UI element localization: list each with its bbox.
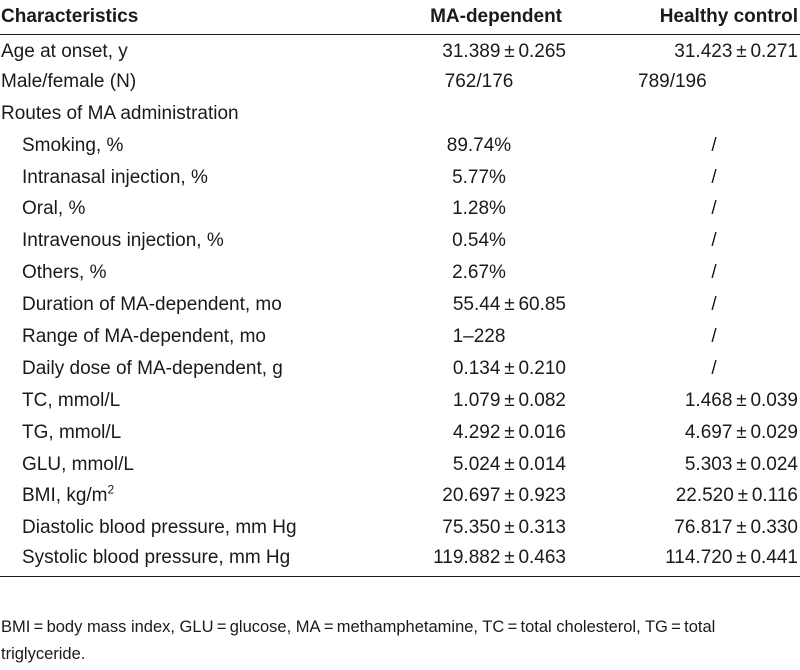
ma-dependent-value: 5.024 ± 0.014	[452, 453, 566, 475]
table-row: Smoking, % 89.74% /	[0, 130, 800, 162]
healthy-control-value: /	[711, 134, 717, 156]
healthy-control-value: /	[711, 325, 717, 347]
row-label: Oral, %	[0, 193, 370, 225]
row-label-text: GLU, mmol/L	[22, 453, 134, 475]
ma-dependent-value: 4.292 ± 0.016	[452, 421, 566, 443]
healthy-control-value: /	[711, 198, 717, 220]
row-label-text: TC, mmol/L	[22, 389, 121, 411]
row-label: TC, mmol/L	[0, 385, 370, 417]
healthy-control-value: 114.720 ± 0.441	[588, 544, 800, 577]
header-ma-dependent: MA-dependent	[370, 0, 588, 35]
row-label: Others, %	[0, 257, 370, 289]
healthy-control-value: /	[711, 166, 717, 188]
ma-dependent-value: 20.697 ± 0.923	[442, 485, 566, 507]
row-label-text: Range of MA-dependent, mo	[22, 325, 266, 347]
table-row: Routes of MA administration	[0, 98, 800, 130]
table-row: Male/female (N) 762/176 789/196	[0, 66, 800, 98]
table-row: Intravenous injection, % 0.54% /	[0, 225, 800, 257]
row-label: Range of MA-dependent, mo	[0, 321, 370, 353]
row-label-text: Daily dose of MA-dependent, g	[22, 357, 283, 379]
row-label: Intranasal injection, %	[0, 162, 370, 194]
healthy-control-value	[588, 98, 800, 130]
row-label-text: Intranasal injection, %	[22, 166, 208, 188]
healthy-control-value: 1.468 ± 0.039	[684, 389, 798, 411]
ma-dependent-value: 75.350 ± 0.313	[442, 517, 566, 539]
row-label-superscript: 2	[107, 483, 115, 498]
row-label: Smoking, %	[0, 130, 370, 162]
header-characteristics: Characteristics	[0, 0, 370, 35]
healthy-control-value: 31.423 ± 0.271	[674, 41, 798, 63]
row-label-text: Others, %	[22, 262, 107, 284]
table-row: GLU, mmol/L 5.024 ± 0.014 5.303 ± 0.024	[0, 449, 800, 481]
healthy-control-value: 789/196	[638, 70, 707, 92]
healthy-control-value: 22.520 ± 0.116	[675, 485, 798, 507]
row-label: Diastolic blood pressure, mm Hg	[0, 512, 370, 544]
row-label-text: Smoking, %	[22, 134, 124, 156]
table-row: Range of MA-dependent, mo 1–228 /	[0, 321, 800, 353]
table-row: Systolic blood pressure, mm Hg 119.882 ± …	[0, 544, 800, 577]
header-healthy-control: Healthy control	[588, 0, 800, 35]
characteristics-table-container: Characteristics MA-dependent Healthy con…	[0, 0, 800, 577]
table-row: TG, mmol/L 4.292 ± 0.016 4.697 ± 0.029	[0, 417, 800, 449]
table-row: BMI, kg/m2 20.697 ± 0.923 22.520 ± 0.116	[0, 480, 800, 512]
healthy-control-value: /	[711, 262, 717, 284]
ma-dependent-value	[370, 98, 588, 130]
ma-dependent-value: 0.54%	[452, 230, 506, 252]
ma-dependent-value: 2.67%	[452, 262, 506, 284]
row-label-text: Age at onset, y	[1, 41, 128, 63]
ma-dependent-value: 1–228	[452, 325, 506, 347]
row-label: Daily dose of MA-dependent, g	[0, 353, 370, 385]
ma-dependent-value: 55.44 ± 60.85	[452, 294, 566, 316]
row-label: Age at onset, y	[0, 34, 370, 66]
ma-dependent-value: 119.882 ± 0.463	[370, 544, 588, 577]
table-header-row: Characteristics MA-dependent Healthy con…	[0, 0, 800, 35]
row-label-text: Duration of MA-dependent, mo	[22, 294, 282, 316]
ma-dependent-value: 762/176	[444, 70, 514, 92]
ma-dependent-value: 89.74%	[446, 134, 512, 156]
table-row: Others, % 2.67% /	[0, 257, 800, 289]
table-row: Age at onset, y 31.389 ± 0.265 31.423 ± 0.…	[0, 34, 800, 66]
row-label-text: Male/female (N)	[1, 70, 137, 92]
table-footnote: BMI = body mass index, GLU = glucose, MA…	[1, 618, 716, 663]
ma-dependent-value: 1.079 ± 0.082	[452, 389, 566, 411]
row-label: TG, mmol/L	[0, 417, 370, 449]
table-row: TC, mmol/L 1.079 ± 0.082 1.468 ± 0.039	[0, 385, 800, 417]
row-label: BMI, kg/m2	[0, 480, 370, 512]
ma-dependent-value: 31.389 ± 0.265	[442, 41, 566, 63]
ma-dependent-value: 1.28%	[452, 198, 506, 220]
healthy-control-value: /	[711, 294, 717, 316]
table-row: Duration of MA-dependent, mo 55.44 ± 60.8…	[0, 289, 800, 321]
table-row: Oral, % 1.28% /	[0, 193, 800, 225]
healthy-control-value: 4.697 ± 0.029	[684, 421, 798, 443]
ma-dependent-value: 0.134 ± 0.210	[452, 357, 566, 379]
row-label-text: Systolic blood pressure, mm Hg	[22, 546, 291, 568]
healthy-control-value: 76.817 ± 0.330	[674, 517, 798, 539]
row-label: Intravenous injection, %	[0, 225, 370, 257]
table-row: Diastolic blood pressure, mm Hg 75.350 ± …	[0, 512, 800, 544]
characteristics-table: Characteristics MA-dependent Healthy con…	[0, 0, 800, 577]
healthy-control-value: 5.303 ± 0.024	[684, 453, 798, 475]
row-label: Routes of MA administration	[0, 98, 370, 130]
row-label: Duration of MA-dependent, mo	[0, 289, 370, 321]
healthy-control-value: /	[711, 357, 717, 379]
ma-dependent-value: 5.77%	[452, 166, 506, 188]
table-row: Intranasal injection, % 5.77% /	[0, 162, 800, 194]
table-body: Age at onset, y 31.389 ± 0.265 31.423 ± 0.…	[0, 34, 800, 577]
table-row: Daily dose of MA-dependent, g 0.134 ± 0.2…	[0, 353, 800, 385]
row-label-text: Diastolic blood pressure, mm Hg	[22, 517, 297, 539]
healthy-control-value: /	[711, 230, 717, 252]
row-label-text: Routes of MA administration	[1, 102, 239, 124]
row-label-text: Oral, %	[22, 198, 86, 220]
row-label-text: TG, mmol/L	[22, 421, 122, 443]
row-label-text: BMI, kg/m	[22, 485, 108, 507]
row-label-text: Intravenous injection, %	[22, 230, 224, 252]
row-label: Systolic blood pressure, mm Hg	[0, 544, 370, 577]
row-label: Male/female (N)	[0, 66, 370, 98]
row-label: GLU, mmol/L	[0, 449, 370, 481]
